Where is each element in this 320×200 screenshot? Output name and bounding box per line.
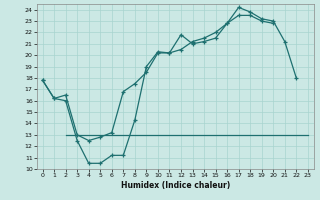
X-axis label: Humidex (Indice chaleur): Humidex (Indice chaleur) (121, 181, 230, 190)
